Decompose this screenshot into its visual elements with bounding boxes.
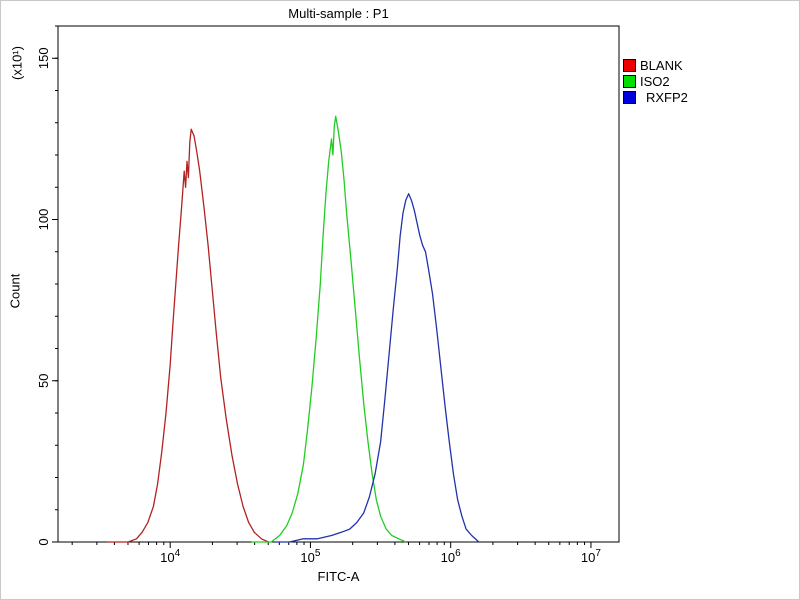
y-tick-label: 150 — [36, 47, 51, 69]
y-axis-title: Count — [7, 273, 23, 309]
legend-item-iso2: ISO2 — [623, 73, 688, 89]
y-tick-label: 0 — [36, 538, 51, 545]
blank-swatch-icon — [623, 58, 636, 72]
y-tick-label: 50 — [36, 374, 51, 388]
curve-iso2 — [251, 115, 407, 543]
x-tick-label: 106 — [441, 548, 461, 565]
x-tick-label: 107 — [581, 548, 601, 565]
legend-label: ISO2 — [640, 73, 670, 89]
legend-item-blank: BLANK — [623, 57, 688, 73]
plot-frame — [57, 25, 620, 543]
y-axis-unit-label: (x10¹) — [9, 46, 25, 80]
curve-blank — [107, 128, 269, 543]
chart-title: Multi-sample : P1 — [288, 6, 389, 21]
x-tick-label: 104 — [160, 548, 180, 565]
rxfp2-swatch-icon — [623, 90, 636, 104]
x-axis-title: FITC-A — [317, 569, 360, 584]
y-tick-label: 100 — [36, 209, 51, 231]
y-axis-ticks — [52, 25, 58, 543]
x-axis-ticks — [71, 542, 592, 548]
x-tick-label: 105 — [300, 548, 320, 565]
curves — [107, 115, 480, 543]
legend: BLANK ISO2 RXFP2 — [623, 57, 688, 105]
legend-label: RXFP2 — [646, 89, 688, 105]
legend-item-rxfp2: RXFP2 — [623, 89, 688, 105]
curve-rxfp2 — [275, 193, 480, 543]
legend-label: BLANK — [640, 57, 683, 73]
iso2-swatch-icon — [623, 74, 636, 88]
